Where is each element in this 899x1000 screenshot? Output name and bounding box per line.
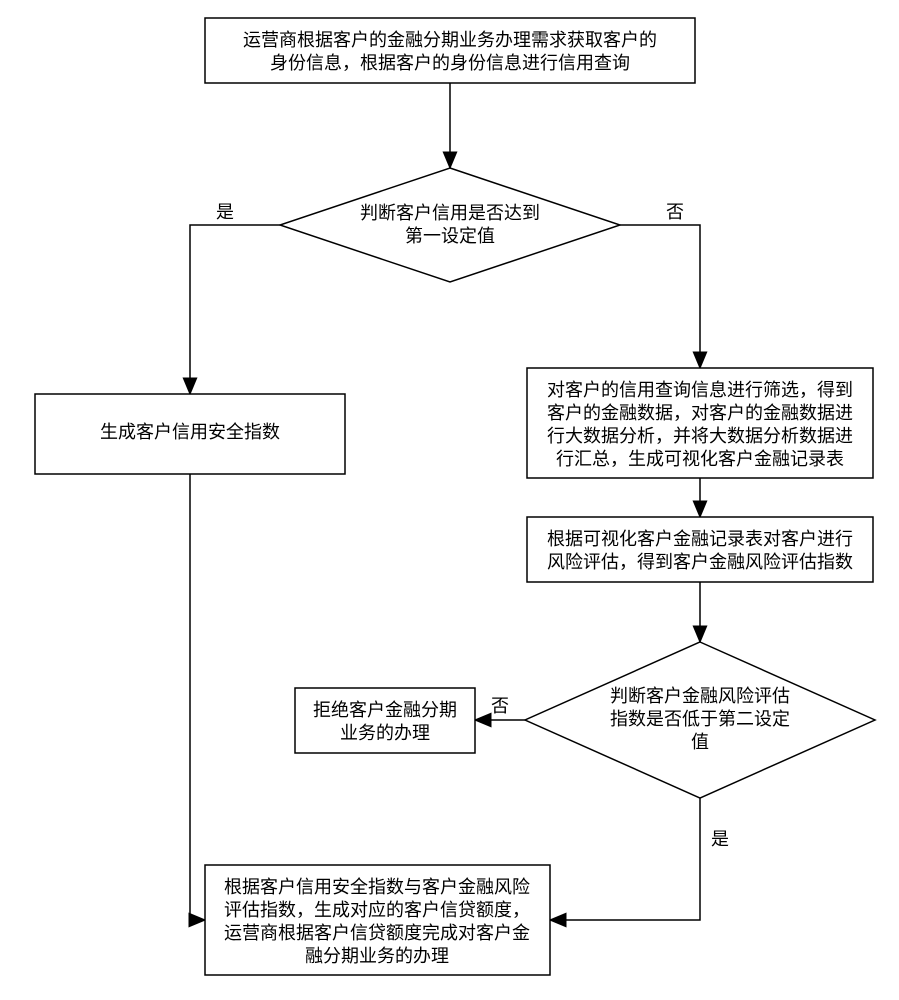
node-n5-line2: 业务的办理 [340,723,430,743]
flowchart-svg: 运营商根据客户的金融分期业务办理需求获取客户的 身份信息，根据客户的身份信息进行… [0,0,899,1000]
node-n6-line1: 根据客户信用安全指数与客户金融风险 [224,877,530,897]
node-n1 [205,18,695,83]
edge-d2-n6 [550,798,700,920]
node-n4 [527,517,873,582]
node-n2-line1: 生成客户信用安全指数 [100,422,280,442]
node-n5-line1: 拒绝客户金融分期 [313,700,457,720]
node-n6-line3: 运营商根据客户信贷额度完成对客户金 [224,923,530,943]
edge-d2-n5-label: 否 [491,696,509,716]
edge-d1-n2-label: 是 [216,202,234,222]
node-n4-line2: 风险评估，得到客户金融风险评估指数 [547,552,853,572]
node-d1 [280,168,620,282]
edge-d1-n3 [620,225,700,368]
node-n1-line2: 身份信息，根据客户的身份信息进行信用查询 [270,53,630,73]
node-d2-line1: 判断客户金融风险评估 [610,686,790,706]
node-n3-line3: 行大数据分析，并将大数据分析数据进 [547,426,853,446]
node-n4-line1: 根据可视化客户金融记录表对客户进行 [547,529,853,549]
node-d1-line1: 判断客户信用是否达到 [360,203,540,223]
node-n6-line4: 融分期业务的办理 [305,946,449,966]
node-d2-line3: 值 [691,732,709,752]
node-n3-line4: 行汇总，生成可视化客户金融记录表 [556,449,844,469]
edge-d1-n3-label: 否 [666,202,684,222]
node-n3-line1: 对客户的信用查询信息进行筛选，得到 [547,380,853,400]
node-n1-line1: 运营商根据客户的金融分期业务办理需求获取客户的 [243,30,657,50]
edge-n2-n6 [190,474,205,920]
node-d1-line2: 第一设定值 [405,226,495,246]
node-n5 [295,688,475,753]
node-n6-line2: 评估指数，生成对应的客户信贷额度， [224,900,530,920]
edge-d1-n2 [190,225,280,394]
edge-d2-n6-label: 是 [711,829,729,849]
node-d2-line2: 指数是否低于第二设定 [610,709,790,729]
node-n3-line2: 客户的金融数据，对客户的金融数据进 [547,403,853,423]
